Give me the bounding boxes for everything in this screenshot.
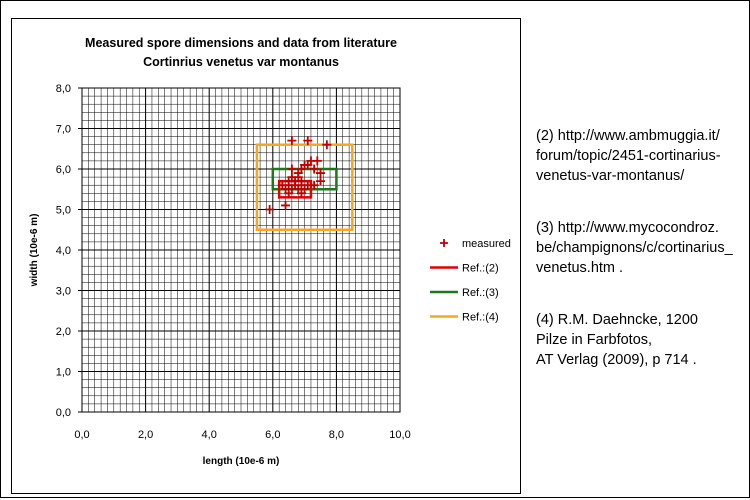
legend-label: measured bbox=[462, 238, 511, 250]
legend-label: Ref.:(4) bbox=[462, 312, 499, 324]
reference-3: (3) http://www.mycocondroz. be/champigno… bbox=[536, 220, 733, 276]
y-tick-label: 1,0 bbox=[56, 367, 71, 379]
measured-point bbox=[303, 136, 313, 146]
measured-point bbox=[284, 188, 294, 198]
measured-point bbox=[309, 180, 319, 190]
y-tick-label: 7,0 bbox=[56, 124, 71, 136]
measured-point bbox=[287, 136, 297, 146]
measured-point bbox=[281, 200, 291, 210]
measured-point bbox=[287, 164, 297, 174]
measured-point bbox=[296, 188, 306, 198]
y-tick-label: 4,0 bbox=[56, 245, 71, 257]
y-tick-label: 2,0 bbox=[56, 326, 71, 338]
measured-point bbox=[309, 164, 319, 174]
chart-subtitle: Cortinrius venetus var montanus bbox=[143, 55, 339, 69]
measured-point bbox=[312, 156, 322, 166]
measured-point bbox=[296, 164, 306, 174]
measured-point bbox=[322, 140, 332, 150]
y-tick-label: 8,0 bbox=[56, 83, 71, 95]
legend-marker-measured bbox=[440, 239, 448, 247]
plot-border bbox=[81, 87, 401, 413]
x-tick-label: 4,0 bbox=[202, 429, 217, 441]
measured-point bbox=[316, 176, 325, 186]
legend-label: Ref.:(3) bbox=[462, 287, 499, 299]
measured-point bbox=[265, 205, 275, 214]
measured-point bbox=[303, 160, 313, 170]
y-tick-label: 0,0 bbox=[56, 407, 71, 419]
reference-rectangle bbox=[255, 143, 354, 231]
spore-chart: Measured spore dimensions and data from … bbox=[29, 36, 511, 467]
legend-label: Ref.:(2) bbox=[462, 263, 499, 275]
x-tick-label: 2,0 bbox=[138, 429, 153, 441]
y-axis-label: width (10e-6 m) bbox=[29, 214, 40, 288]
y-tick-label: 6,0 bbox=[56, 164, 71, 176]
reference-2: (2) http://www.ambmuggia.it/ forum/topic… bbox=[536, 128, 721, 184]
x-tick-label: 6,0 bbox=[265, 429, 280, 441]
references-panel: (2) http://www.ambmuggia.it/ forum/topic… bbox=[536, 126, 748, 402]
x-tick-label: 8,0 bbox=[329, 429, 344, 441]
x-axis-label: length (10e-6 m) bbox=[203, 456, 280, 467]
y-tick-label: 3,0 bbox=[56, 286, 71, 298]
measured-point bbox=[316, 168, 325, 178]
x-tick-label: 10,0 bbox=[389, 429, 410, 441]
x-tick-label: 0,0 bbox=[74, 429, 89, 441]
y-tick-label: 5,0 bbox=[56, 205, 71, 217]
reference-4: (4) R.M. Daehncke, 1200 Pilze in Farbfot… bbox=[536, 312, 698, 368]
chart-title: Measured spore dimensions and data from … bbox=[85, 36, 397, 50]
chart-area: Measured spore dimensions and data from … bbox=[11, 18, 521, 494]
